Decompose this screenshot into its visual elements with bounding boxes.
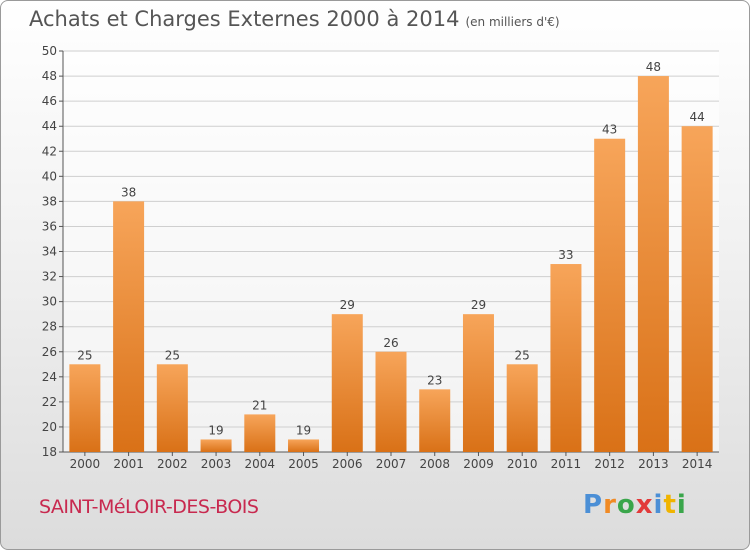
bar bbox=[681, 126, 713, 452]
bar bbox=[288, 439, 320, 452]
proxiti-logo: Proxiti bbox=[583, 490, 687, 520]
bar bbox=[156, 364, 188, 452]
bar bbox=[244, 414, 276, 452]
chart-subtitle: (en milliers d'€) bbox=[465, 15, 560, 29]
x-tick-label: 2014 bbox=[682, 457, 713, 471]
data-label: 43 bbox=[602, 123, 617, 137]
y-tick-label: 40 bbox=[42, 169, 57, 183]
x-tick-label: 2003 bbox=[201, 457, 232, 471]
y-tick-label: 24 bbox=[42, 370, 57, 384]
bar bbox=[375, 351, 407, 452]
data-label: 33 bbox=[558, 248, 573, 262]
y-tick-label: 28 bbox=[42, 320, 57, 334]
bar bbox=[550, 264, 582, 452]
logo-letter: r bbox=[603, 490, 617, 520]
y-tick-label: 46 bbox=[42, 94, 57, 108]
x-tick-label: 2002 bbox=[157, 457, 188, 471]
data-label: 44 bbox=[689, 110, 704, 124]
x-tick-label: 2005 bbox=[288, 457, 319, 471]
data-label: 26 bbox=[383, 336, 398, 350]
x-tick-label: 2008 bbox=[419, 457, 450, 471]
x-tick-label: 2000 bbox=[70, 457, 101, 471]
bar bbox=[506, 364, 538, 452]
x-tick-label: 2001 bbox=[113, 457, 144, 471]
logo-letter: P bbox=[583, 490, 604, 520]
data-label: 38 bbox=[121, 185, 136, 199]
bar bbox=[419, 389, 451, 452]
data-label: 25 bbox=[515, 348, 530, 362]
y-tick-label: 18 bbox=[42, 445, 57, 459]
bar bbox=[594, 138, 626, 452]
bar bbox=[462, 314, 494, 452]
y-tick-label: 32 bbox=[42, 270, 57, 284]
x-tick-label: 2011 bbox=[551, 457, 582, 471]
y-tick-label: 38 bbox=[42, 194, 57, 208]
logo-letter: i bbox=[676, 490, 687, 520]
data-label: 19 bbox=[296, 423, 311, 437]
bar bbox=[331, 314, 363, 452]
chart-title-text: Achats et Charges Externes 2000 à 2014 bbox=[29, 7, 460, 31]
y-tick-label: 22 bbox=[42, 395, 57, 409]
x-tick-label: 2010 bbox=[507, 457, 538, 471]
data-label: 19 bbox=[208, 423, 223, 437]
logo-letter: t bbox=[663, 490, 677, 520]
chart-title: Achats et Charges Externes 2000 à 2014 (e… bbox=[29, 7, 560, 31]
x-tick-label: 2006 bbox=[332, 457, 363, 471]
y-tick-label: 26 bbox=[42, 345, 57, 359]
x-tick-label: 2013 bbox=[638, 457, 669, 471]
bar bbox=[637, 76, 669, 452]
x-tick-label: 2007 bbox=[376, 457, 407, 471]
y-tick-label: 44 bbox=[42, 119, 57, 133]
y-tick-label: 48 bbox=[42, 69, 57, 83]
y-tick-label: 36 bbox=[42, 219, 57, 233]
bar bbox=[200, 439, 232, 452]
data-label: 25 bbox=[165, 348, 180, 362]
x-tick-label: 2009 bbox=[463, 457, 494, 471]
bar bbox=[113, 201, 145, 452]
x-tick-label: 2012 bbox=[594, 457, 625, 471]
data-label: 48 bbox=[646, 60, 661, 74]
data-label: 23 bbox=[427, 373, 442, 387]
y-tick-label: 50 bbox=[42, 44, 57, 58]
data-label: 29 bbox=[340, 298, 355, 312]
y-tick-label: 42 bbox=[42, 144, 57, 158]
data-label: 21 bbox=[252, 398, 267, 412]
logo-letter: x bbox=[635, 490, 654, 520]
y-tick-label: 34 bbox=[42, 245, 57, 259]
bar bbox=[69, 364, 101, 452]
x-tick-label: 2004 bbox=[245, 457, 276, 471]
y-tick-label: 20 bbox=[42, 420, 57, 434]
data-label: 25 bbox=[77, 348, 92, 362]
y-tick-label: 30 bbox=[42, 295, 57, 309]
data-label: 29 bbox=[471, 298, 486, 312]
place-name: SAINT-MéLOIR-DES-BOIS bbox=[39, 496, 259, 518]
logo-letter: o bbox=[616, 490, 636, 520]
logo-letter: i bbox=[653, 490, 664, 520]
